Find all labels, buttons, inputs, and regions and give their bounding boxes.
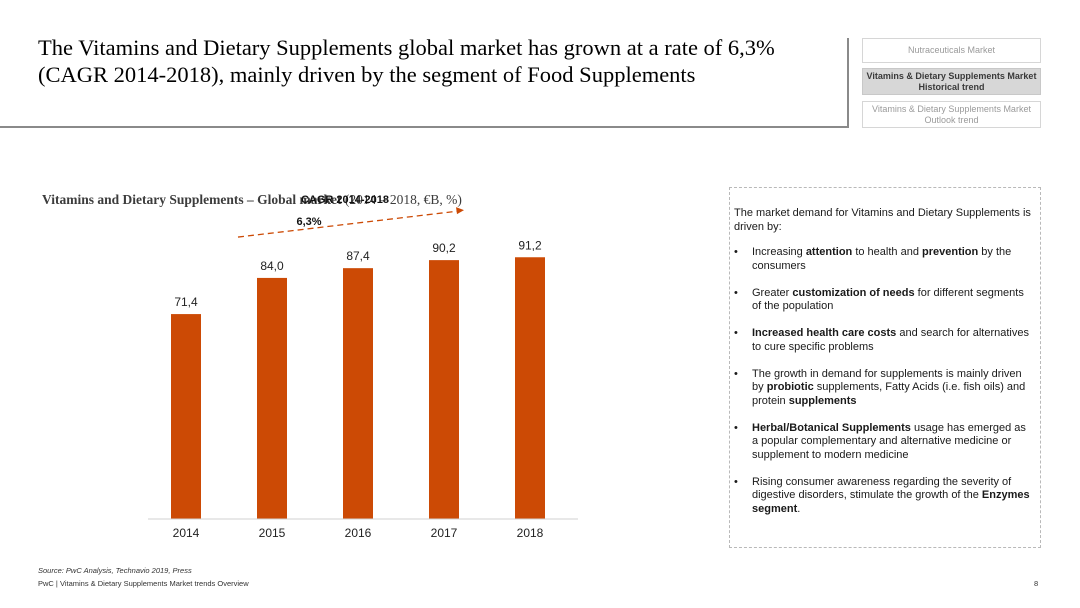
- bullet-marker: •: [734, 286, 738, 299]
- bar: [171, 314, 201, 519]
- driver-text: by the consumers: [752, 246, 1012, 272]
- driver-text: .: [797, 502, 801, 515]
- driver-emphasis: customization of needs: [792, 286, 915, 299]
- bullet-marker: •: [734, 246, 738, 258]
- driver-text: and search for alternatives to cure spec…: [752, 327, 1029, 353]
- bar: [515, 257, 545, 519]
- title-divider-vertical: [847, 38, 849, 128]
- nav-item-nutraceuticals-market[interactable]: Nutraceuticals Market: [862, 38, 1041, 63]
- driver-item: • The growth in demand for supplements is…: [734, 368, 1034, 409]
- drivers-list: • Increasing attention to health and prev…: [734, 246, 1034, 516]
- cagr-label: CAGR 2014-2018: [301, 194, 389, 206]
- footer-text: PwC | Vitamins & Dietary Supplements Mar…: [38, 579, 249, 588]
- page-number: 8: [1034, 579, 1039, 588]
- driver-item: • Herbal/Botanical Supplements usage has …: [734, 422, 1034, 463]
- driver-item: • Greater customization of needs for diff…: [734, 287, 1034, 314]
- title-divider: [0, 126, 849, 128]
- data-label: 84,0: [260, 259, 284, 273]
- driver-text: Greater: [752, 286, 793, 299]
- driver-item: • Increasing attention to health and prev…: [734, 246, 1034, 273]
- drivers-panel: [729, 187, 1041, 548]
- driver-text: supplements, Fatty Acids (i.e. fish oils…: [752, 381, 1026, 407]
- nav-item-outlook-trend[interactable]: Vitamins & Dietary Supplements Market Ou…: [862, 101, 1041, 128]
- driver-text: Increasing: [752, 246, 806, 258]
- source-note: Source: PwC Analysis, Technavio 2019, Pr…: [38, 566, 192, 575]
- bar: [429, 260, 459, 519]
- bullet-marker: •: [734, 327, 738, 339]
- driver-item: • Increased health care costs and search …: [734, 327, 1034, 354]
- chart-title-main: Vitamins and Dietary Supplements – Globa…: [42, 192, 342, 207]
- drivers-intro: The market demand for Vitamins and Dieta…: [734, 207, 1031, 233]
- x-tick-label: 2017: [431, 526, 458, 540]
- drivers-panel-content: The market demand for Vitamins and Dieta…: [734, 207, 1034, 530]
- bullet-marker: •: [734, 367, 738, 380]
- page-title: The Vitamins and Dietary Supplements glo…: [38, 35, 775, 87]
- bar: [257, 277, 287, 519]
- driver-text: to health and: [852, 246, 922, 258]
- bullet-marker: •: [734, 421, 738, 434]
- driver-emphasis: Enzymes segment: [752, 489, 1030, 515]
- data-label: 90,2: [432, 241, 456, 255]
- driver-emphasis: Herbal/Botanical Supplements: [752, 421, 911, 434]
- x-tick-label: 2016: [345, 526, 372, 540]
- cagr-value: 6,3%: [296, 216, 321, 228]
- data-label: 71,4: [174, 295, 198, 309]
- driver-text: usage has emerged as a popular complemen…: [752, 421, 1026, 461]
- driver-emphasis: probiotic: [766, 381, 814, 393]
- bullet-marker: •: [734, 475, 738, 488]
- driver-text: The growth in demand for supplements is …: [752, 367, 1022, 394]
- cagr-arrow-line: [237, 210, 459, 238]
- x-tick-label: 2018: [517, 526, 544, 540]
- nav-item-historical-trend[interactable]: Vitamins & Dietary Supplements Market Hi…: [862, 68, 1041, 95]
- driver-text: for different segments of the population: [752, 286, 1024, 313]
- driver-emphasis: attention: [805, 246, 853, 258]
- bar-chart: 71,4 2014 84,0 2015 87,4 2016 90,2 2017 91,2 2018…: [148, 194, 578, 540]
- driver-item: • Rising consumer awareness regarding the…: [734, 476, 1034, 517]
- driver-emphasis: Increased health care costs: [752, 327, 897, 339]
- driver-text: Rising consumer awareness regarding the …: [752, 475, 1012, 502]
- data-label: 87,4: [346, 249, 370, 263]
- chart-title: Vitamins and Dietary Supplements – Globa…: [42, 192, 462, 208]
- x-tick-label: 2015: [259, 526, 286, 540]
- driver-emphasis: supplements: [788, 394, 857, 407]
- data-label: 91,2: [518, 238, 542, 252]
- chart-title-units: (2014 – 2018, €B, %): [341, 192, 462, 207]
- driver-emphasis: prevention: [922, 246, 979, 258]
- x-tick-label: 2014: [173, 526, 200, 540]
- cagr-arrowhead: [456, 207, 464, 215]
- bar: [343, 268, 373, 519]
